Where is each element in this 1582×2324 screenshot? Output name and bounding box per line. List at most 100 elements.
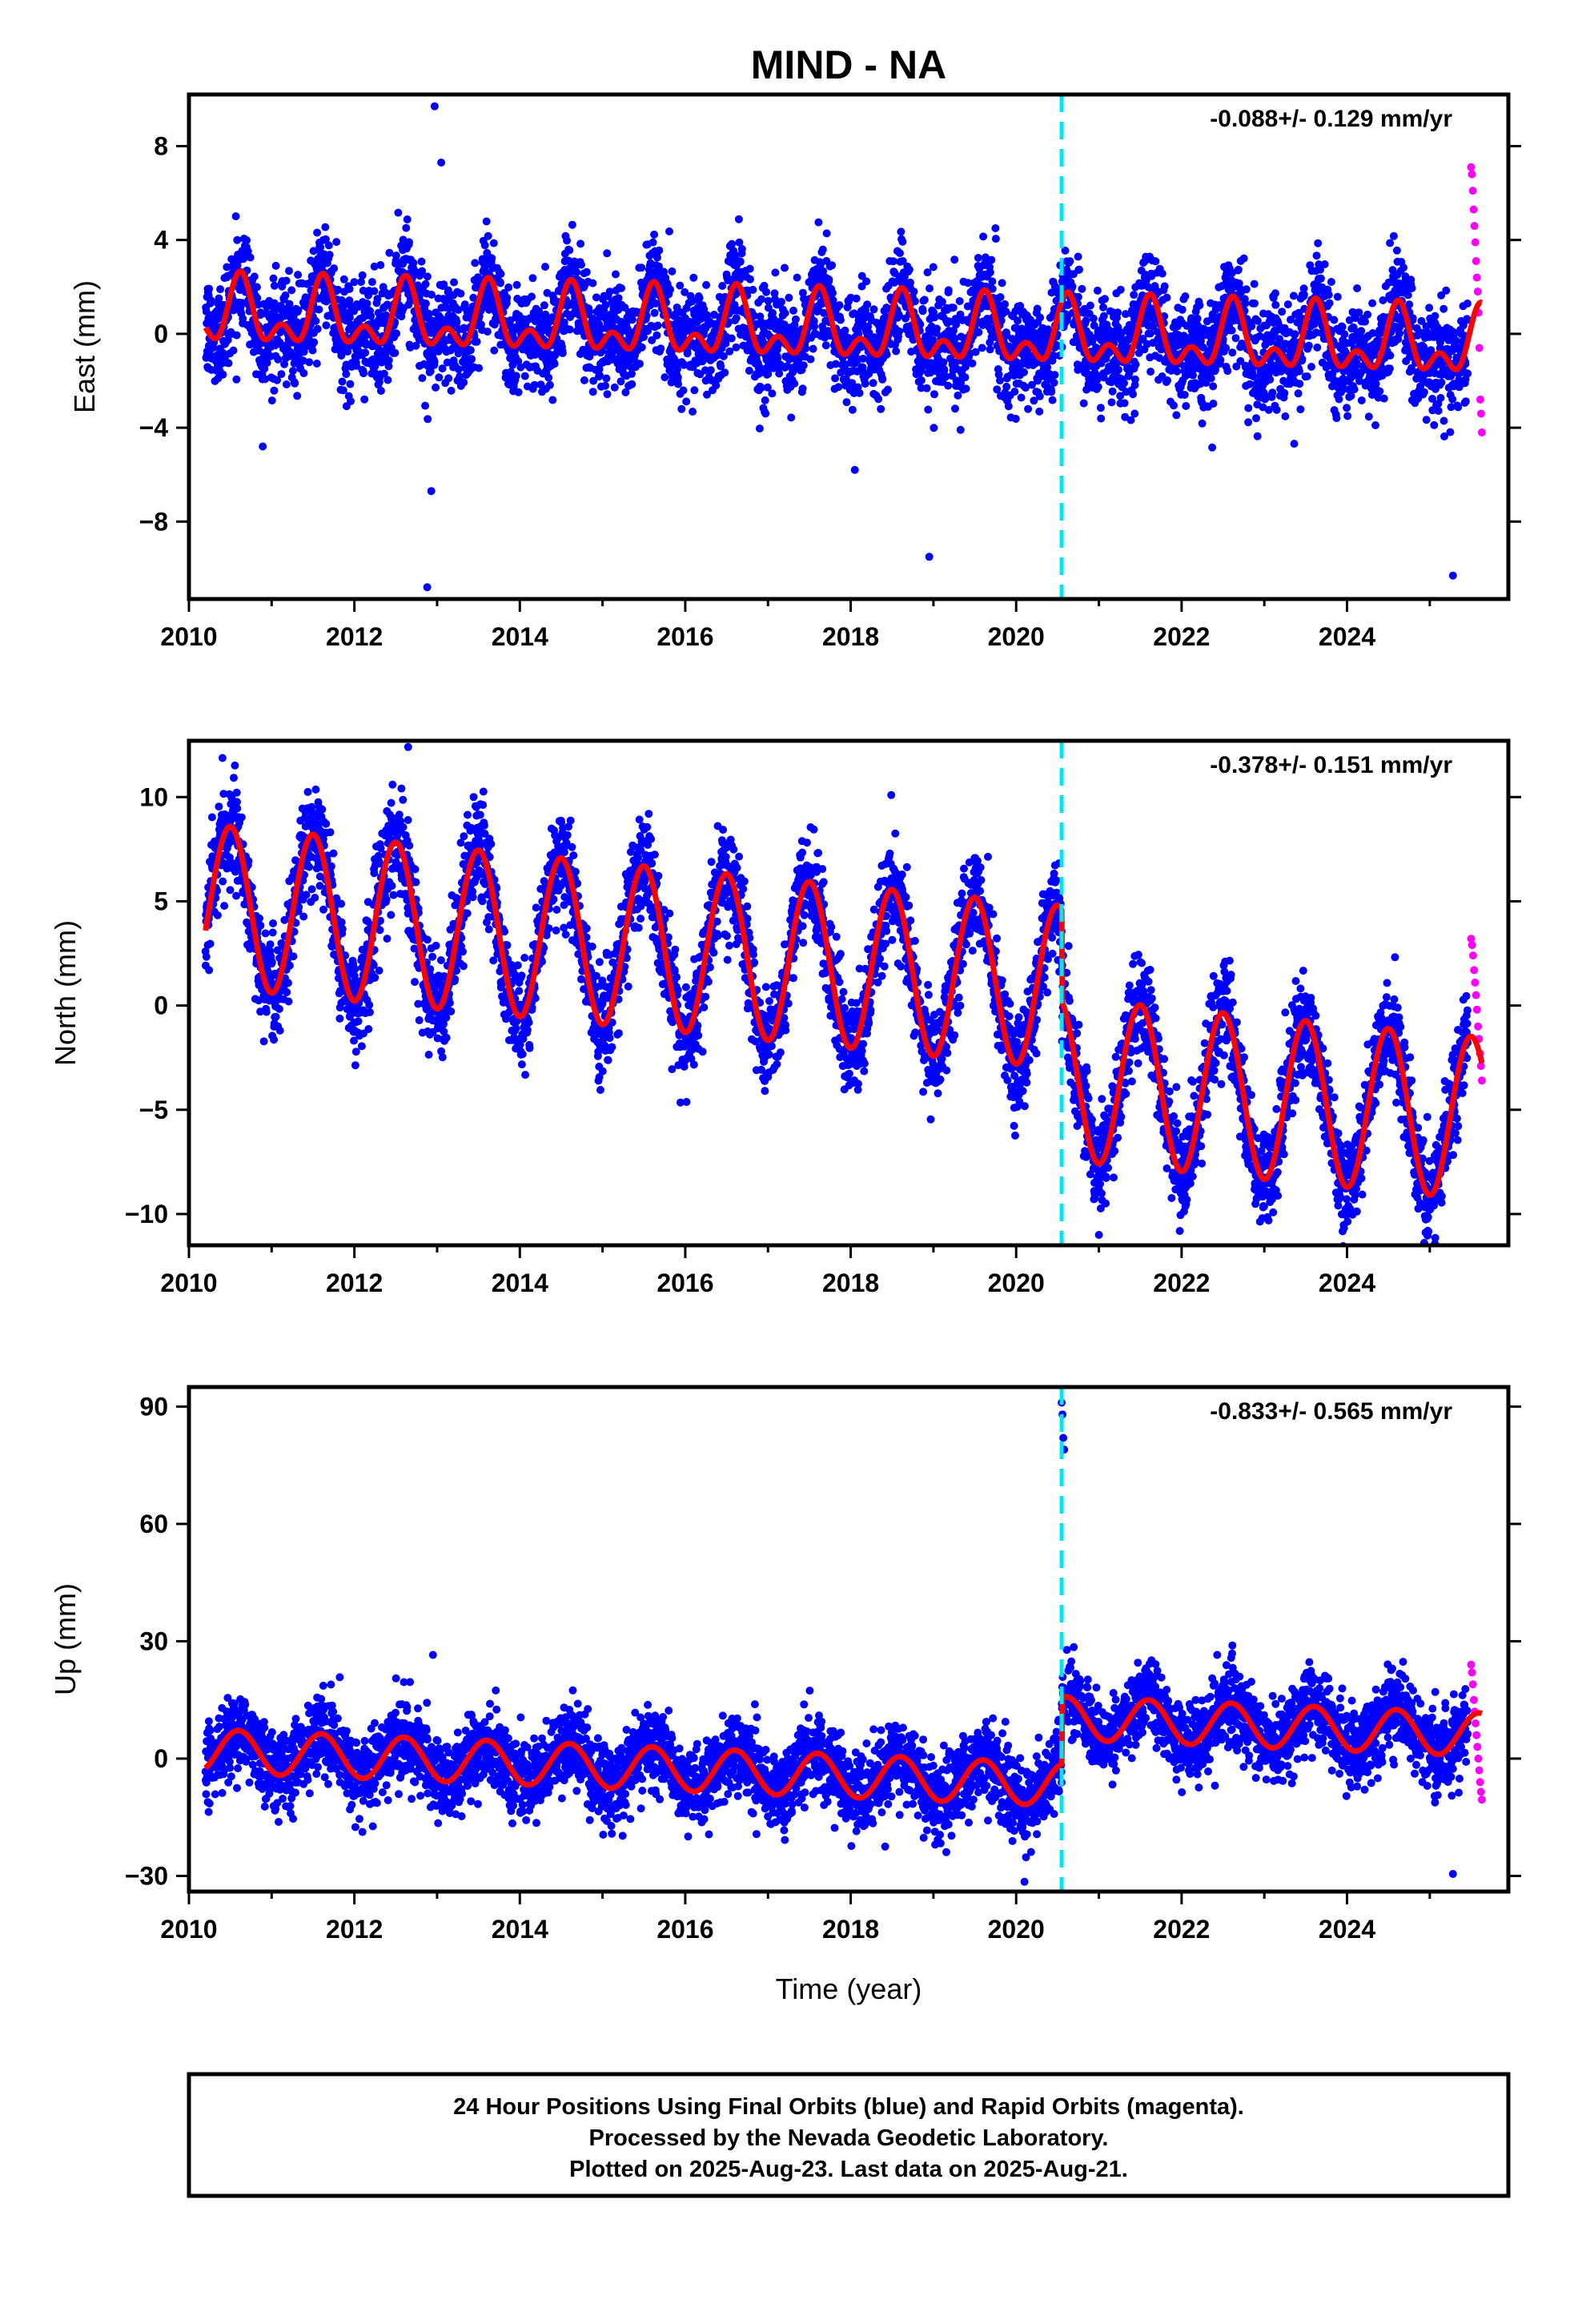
final-point [1299, 290, 1308, 299]
final-point [471, 259, 480, 267]
final-point [1114, 365, 1122, 374]
final-point [1099, 303, 1107, 312]
final-point [1158, 269, 1166, 278]
final-point [601, 381, 609, 390]
final-point [421, 300, 430, 308]
final-point [1101, 295, 1109, 304]
final-point [1280, 388, 1289, 397]
final-point [1430, 420, 1439, 429]
final-point [460, 324, 468, 332]
final-point [466, 346, 475, 355]
final-point [480, 241, 489, 250]
final-point [653, 321, 662, 330]
final-point [270, 281, 279, 290]
final-point [424, 415, 432, 424]
final-point [1314, 239, 1323, 247]
final-point [1170, 401, 1178, 410]
final-point [998, 279, 1006, 287]
final-point [1422, 416, 1431, 424]
final-point [749, 285, 757, 294]
final-point [1024, 404, 1033, 413]
final-point [384, 356, 393, 364]
final-point [444, 374, 453, 383]
final-point [1294, 389, 1303, 398]
final-point [1316, 274, 1325, 283]
final-point [342, 370, 351, 379]
final-point [1047, 388, 1056, 396]
final-point [950, 255, 959, 264]
final-point [512, 372, 520, 380]
final-point [861, 380, 869, 388]
final-point [1241, 299, 1250, 308]
final-point [968, 359, 977, 368]
final-point [1333, 292, 1342, 301]
final-point [421, 401, 430, 410]
final-point [585, 352, 594, 361]
final-point [299, 356, 307, 365]
final-point [1343, 412, 1352, 420]
final-point [339, 275, 348, 283]
final-point [1163, 376, 1172, 384]
final-point [712, 381, 721, 390]
final-point [361, 348, 370, 357]
final-point [1291, 330, 1299, 339]
final-point [768, 389, 777, 398]
final-point [732, 314, 741, 323]
final-point [250, 272, 259, 281]
final-point [285, 267, 293, 275]
final-point [785, 293, 793, 302]
final-point [460, 378, 468, 387]
final-point [322, 321, 331, 330]
final-point [305, 358, 314, 367]
final-point [612, 270, 620, 279]
final-point [1271, 300, 1280, 309]
final-point [930, 390, 938, 399]
final-point [1078, 284, 1086, 293]
final-point [648, 238, 657, 247]
final-point [652, 299, 660, 308]
final-point [1130, 375, 1139, 384]
final-point [273, 376, 282, 384]
final-point [232, 375, 241, 384]
final-point [444, 286, 452, 295]
final-point [834, 383, 843, 392]
final-point [490, 346, 499, 355]
final-point [814, 218, 823, 227]
final-point [889, 257, 897, 266]
final-point [229, 346, 238, 355]
final-point [961, 373, 970, 382]
final-point [790, 380, 799, 388]
final-point [1266, 376, 1275, 384]
final-point [1035, 407, 1044, 416]
final-point [488, 254, 496, 263]
final-point [906, 278, 914, 287]
final-point [359, 286, 367, 295]
final-point [219, 370, 227, 379]
final-point [1130, 291, 1138, 300]
final-point [674, 380, 682, 388]
final-point [996, 293, 1005, 301]
final-point [1361, 317, 1369, 326]
final-point [489, 239, 498, 247]
final-point [456, 372, 464, 381]
final-point [764, 296, 773, 305]
final-point [1216, 356, 1225, 364]
final-point [385, 248, 394, 257]
final-point [974, 328, 983, 336]
final-point [338, 377, 347, 386]
final-point [1290, 440, 1299, 448]
final-point [311, 316, 320, 325]
final-point [869, 305, 878, 314]
final-point [308, 346, 317, 355]
final-point [1036, 313, 1045, 322]
final-point [775, 369, 784, 378]
final-point [370, 262, 379, 271]
final-point [1357, 327, 1366, 336]
final-point [1172, 411, 1181, 420]
final-point [309, 247, 318, 255]
final-point [1004, 402, 1013, 411]
final-point [540, 301, 548, 310]
final-point [330, 264, 339, 273]
final-point [1182, 402, 1191, 410]
final-point [862, 277, 871, 286]
